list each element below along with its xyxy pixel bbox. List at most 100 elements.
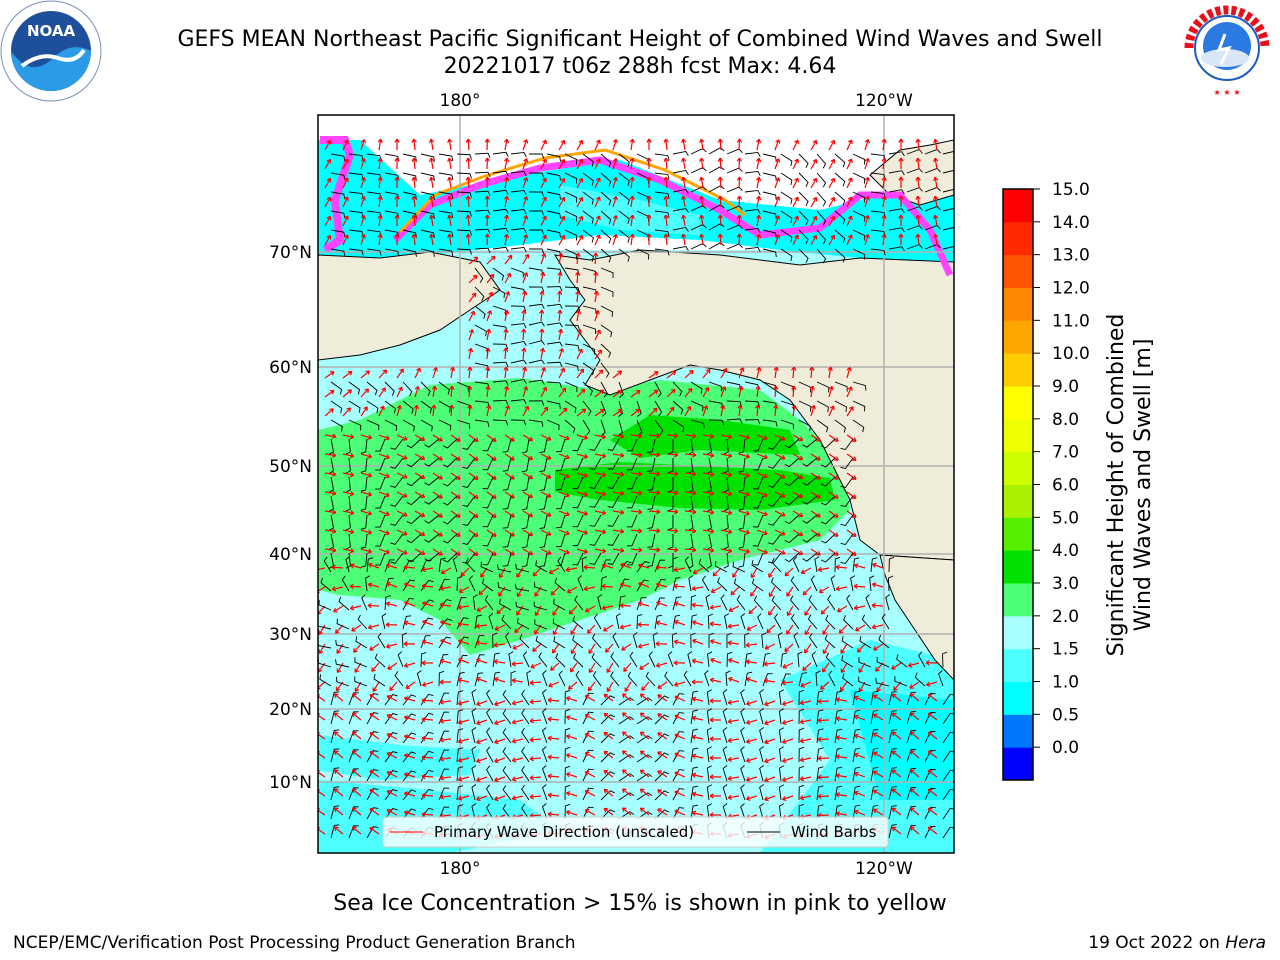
- wind-barb: [618, 229, 630, 243]
- wave-arrow: [342, 139, 349, 151]
- wind-barb: [600, 248, 612, 263]
- wave-arrow-head: [780, 454, 786, 460]
- sea-ice-edge: [392, 156, 954, 277]
- wave-arrow-head: [546, 493, 552, 498]
- wave-arrow: [360, 510, 372, 515]
- wind-barb: [528, 359, 545, 365]
- wave-arrow: [342, 453, 354, 457]
- wave-arrow: [738, 138, 741, 151]
- wave-arrow-head: [484, 214, 490, 219]
- wave-arrow: [486, 348, 489, 360]
- wind-barb: [557, 556, 566, 573]
- wave-arrow: [368, 563, 380, 569]
- wave-arrow-head: [794, 196, 799, 202]
- wave-arrow: [324, 434, 336, 438]
- colorbar-tick-label: 1.5: [1052, 640, 1079, 660]
- wind-barb: [740, 613, 746, 630]
- wind-barb: [732, 561, 746, 573]
- wind-barb: [808, 632, 818, 649]
- wave-arrow: [324, 510, 336, 514]
- wind-barb: [726, 632, 732, 649]
- wave-arrow-head: [798, 493, 804, 499]
- wave-arrow: [612, 491, 624, 495]
- colorbar-tick-label: 13.0: [1052, 246, 1090, 266]
- wave-arrow-head: [612, 158, 618, 163]
- wave-arrow: [612, 139, 617, 151]
- wave-arrow: [360, 196, 365, 208]
- wave-arrow: [630, 548, 642, 551]
- wind-barb: [738, 495, 746, 511]
- wave-arrow: [666, 491, 679, 494]
- wave-arrow: [342, 491, 354, 495]
- wave-arrow-head: [578, 196, 584, 202]
- wave-arrow-head: [580, 388, 586, 394]
- wave-arrow: [612, 548, 624, 552]
- wave-arrow: [336, 643, 344, 654]
- wind-barb: [492, 246, 509, 252]
- wave-arrow: [917, 234, 920, 246]
- wave-arrow-head: [542, 139, 547, 145]
- wave-arrow: [594, 349, 602, 360]
- wave-arrow-head: [763, 549, 768, 555]
- wave-arrow: [934, 158, 938, 170]
- wind-barb: [752, 514, 764, 528]
- wave-arrow: [828, 197, 835, 208]
- wave-arrow-head: [851, 456, 857, 461]
- wind-barb: [668, 438, 674, 455]
- wind-barb: [390, 438, 404, 450]
- wind-barb: [802, 552, 818, 562]
- wind-barb: [442, 533, 458, 544]
- wave-arrow-head: [399, 368, 404, 374]
- wind-barb: [348, 248, 364, 256]
- wave-arrow-head: [794, 158, 799, 164]
- wave-arrow: [810, 235, 817, 246]
- wind-barb: [424, 495, 440, 505]
- wave-arrow-head: [812, 234, 818, 240]
- wave-arrow-head: [830, 139, 836, 145]
- wave-arrow-head: [755, 138, 762, 144]
- wave-arrow-head: [933, 214, 939, 220]
- wave-arrow: [414, 472, 425, 479]
- wave-arrow: [810, 159, 817, 170]
- wave-arrow: [504, 273, 511, 284]
- wave-arrow-head: [485, 347, 491, 352]
- wind-barb: [647, 552, 656, 567]
- wave-arrow-head: [712, 571, 718, 577]
- wave-arrow: [768, 605, 776, 616]
- wind-barb: [323, 556, 332, 573]
- wave-arrow: [882, 139, 886, 151]
- wave-arrow: [917, 196, 920, 208]
- wave-arrow: [802, 586, 812, 596]
- wind-barb: [723, 476, 729, 493]
- wave-arrow: [630, 529, 642, 532]
- wind-barb: [462, 457, 476, 469]
- wind-barb: [510, 246, 527, 253]
- wave-arrow-head: [469, 329, 475, 334]
- wave-arrow: [460, 567, 470, 577]
- wave-arrow-head: [674, 619, 679, 625]
- wind-barb: [690, 381, 703, 394]
- wave-arrow-head: [326, 158, 332, 164]
- wave-arrow: [774, 158, 780, 170]
- wind-barb: [581, 556, 587, 573]
- wave-arrow-head: [402, 511, 408, 517]
- wind-barb: [360, 438, 368, 454]
- wind-barb: [456, 636, 469, 649]
- wave-arrow: [504, 491, 515, 499]
- wave-arrow: [750, 586, 758, 597]
- wave-arrow-head: [541, 367, 547, 372]
- wave-arrow: [432, 367, 437, 379]
- wind-barb: [784, 438, 800, 449]
- wave-arrow: [674, 620, 686, 626]
- wave-arrow: [594, 196, 601, 208]
- wave-arrow: [324, 371, 335, 379]
- wave-arrow-head: [367, 472, 373, 478]
- wave-arrow: [396, 386, 403, 398]
- wave-arrow-head: [349, 510, 355, 516]
- wave-arrow-head: [349, 453, 355, 459]
- wave-arrow-head: [830, 158, 836, 164]
- wind-barb: [654, 400, 663, 417]
- wind-barb: [474, 614, 483, 630]
- wind-barb: [816, 229, 827, 245]
- wind-barb: [492, 399, 509, 406]
